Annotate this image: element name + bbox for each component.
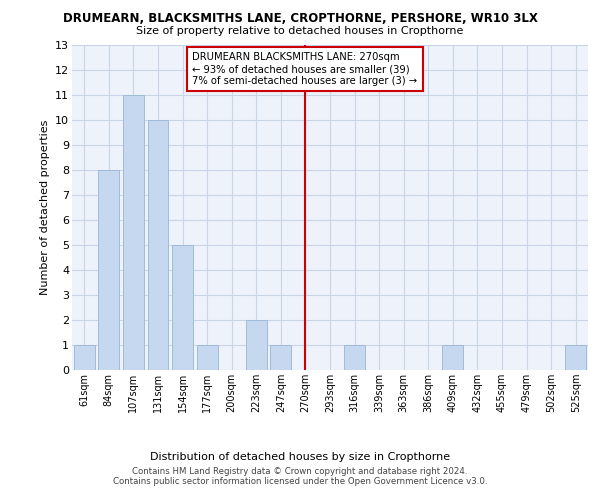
- Bar: [98, 170, 119, 370]
- Text: Distribution of detached houses by size in Cropthorne: Distribution of detached houses by size …: [150, 452, 450, 462]
- Y-axis label: Number of detached properties: Number of detached properties: [40, 120, 50, 295]
- Bar: [442, 345, 463, 370]
- Text: Contains public sector information licensed under the Open Government Licence v3: Contains public sector information licen…: [113, 477, 487, 486]
- Text: DRUMEARN, BLACKSMITHS LANE, CROPTHORNE, PERSHORE, WR10 3LX: DRUMEARN, BLACKSMITHS LANE, CROPTHORNE, …: [62, 12, 538, 26]
- Bar: [197, 345, 218, 370]
- Text: Contains HM Land Registry data © Crown copyright and database right 2024.: Contains HM Land Registry data © Crown c…: [132, 467, 468, 476]
- Bar: [246, 320, 267, 370]
- Bar: [74, 345, 95, 370]
- Bar: [148, 120, 169, 370]
- Text: DRUMEARN BLACKSMITHS LANE: 270sqm
← 93% of detached houses are smaller (39)
7% o: DRUMEARN BLACKSMITHS LANE: 270sqm ← 93% …: [193, 52, 418, 86]
- Bar: [172, 245, 193, 370]
- Bar: [123, 95, 144, 370]
- Bar: [344, 345, 365, 370]
- Text: Size of property relative to detached houses in Cropthorne: Size of property relative to detached ho…: [136, 26, 464, 36]
- Bar: [565, 345, 586, 370]
- Bar: [271, 345, 292, 370]
